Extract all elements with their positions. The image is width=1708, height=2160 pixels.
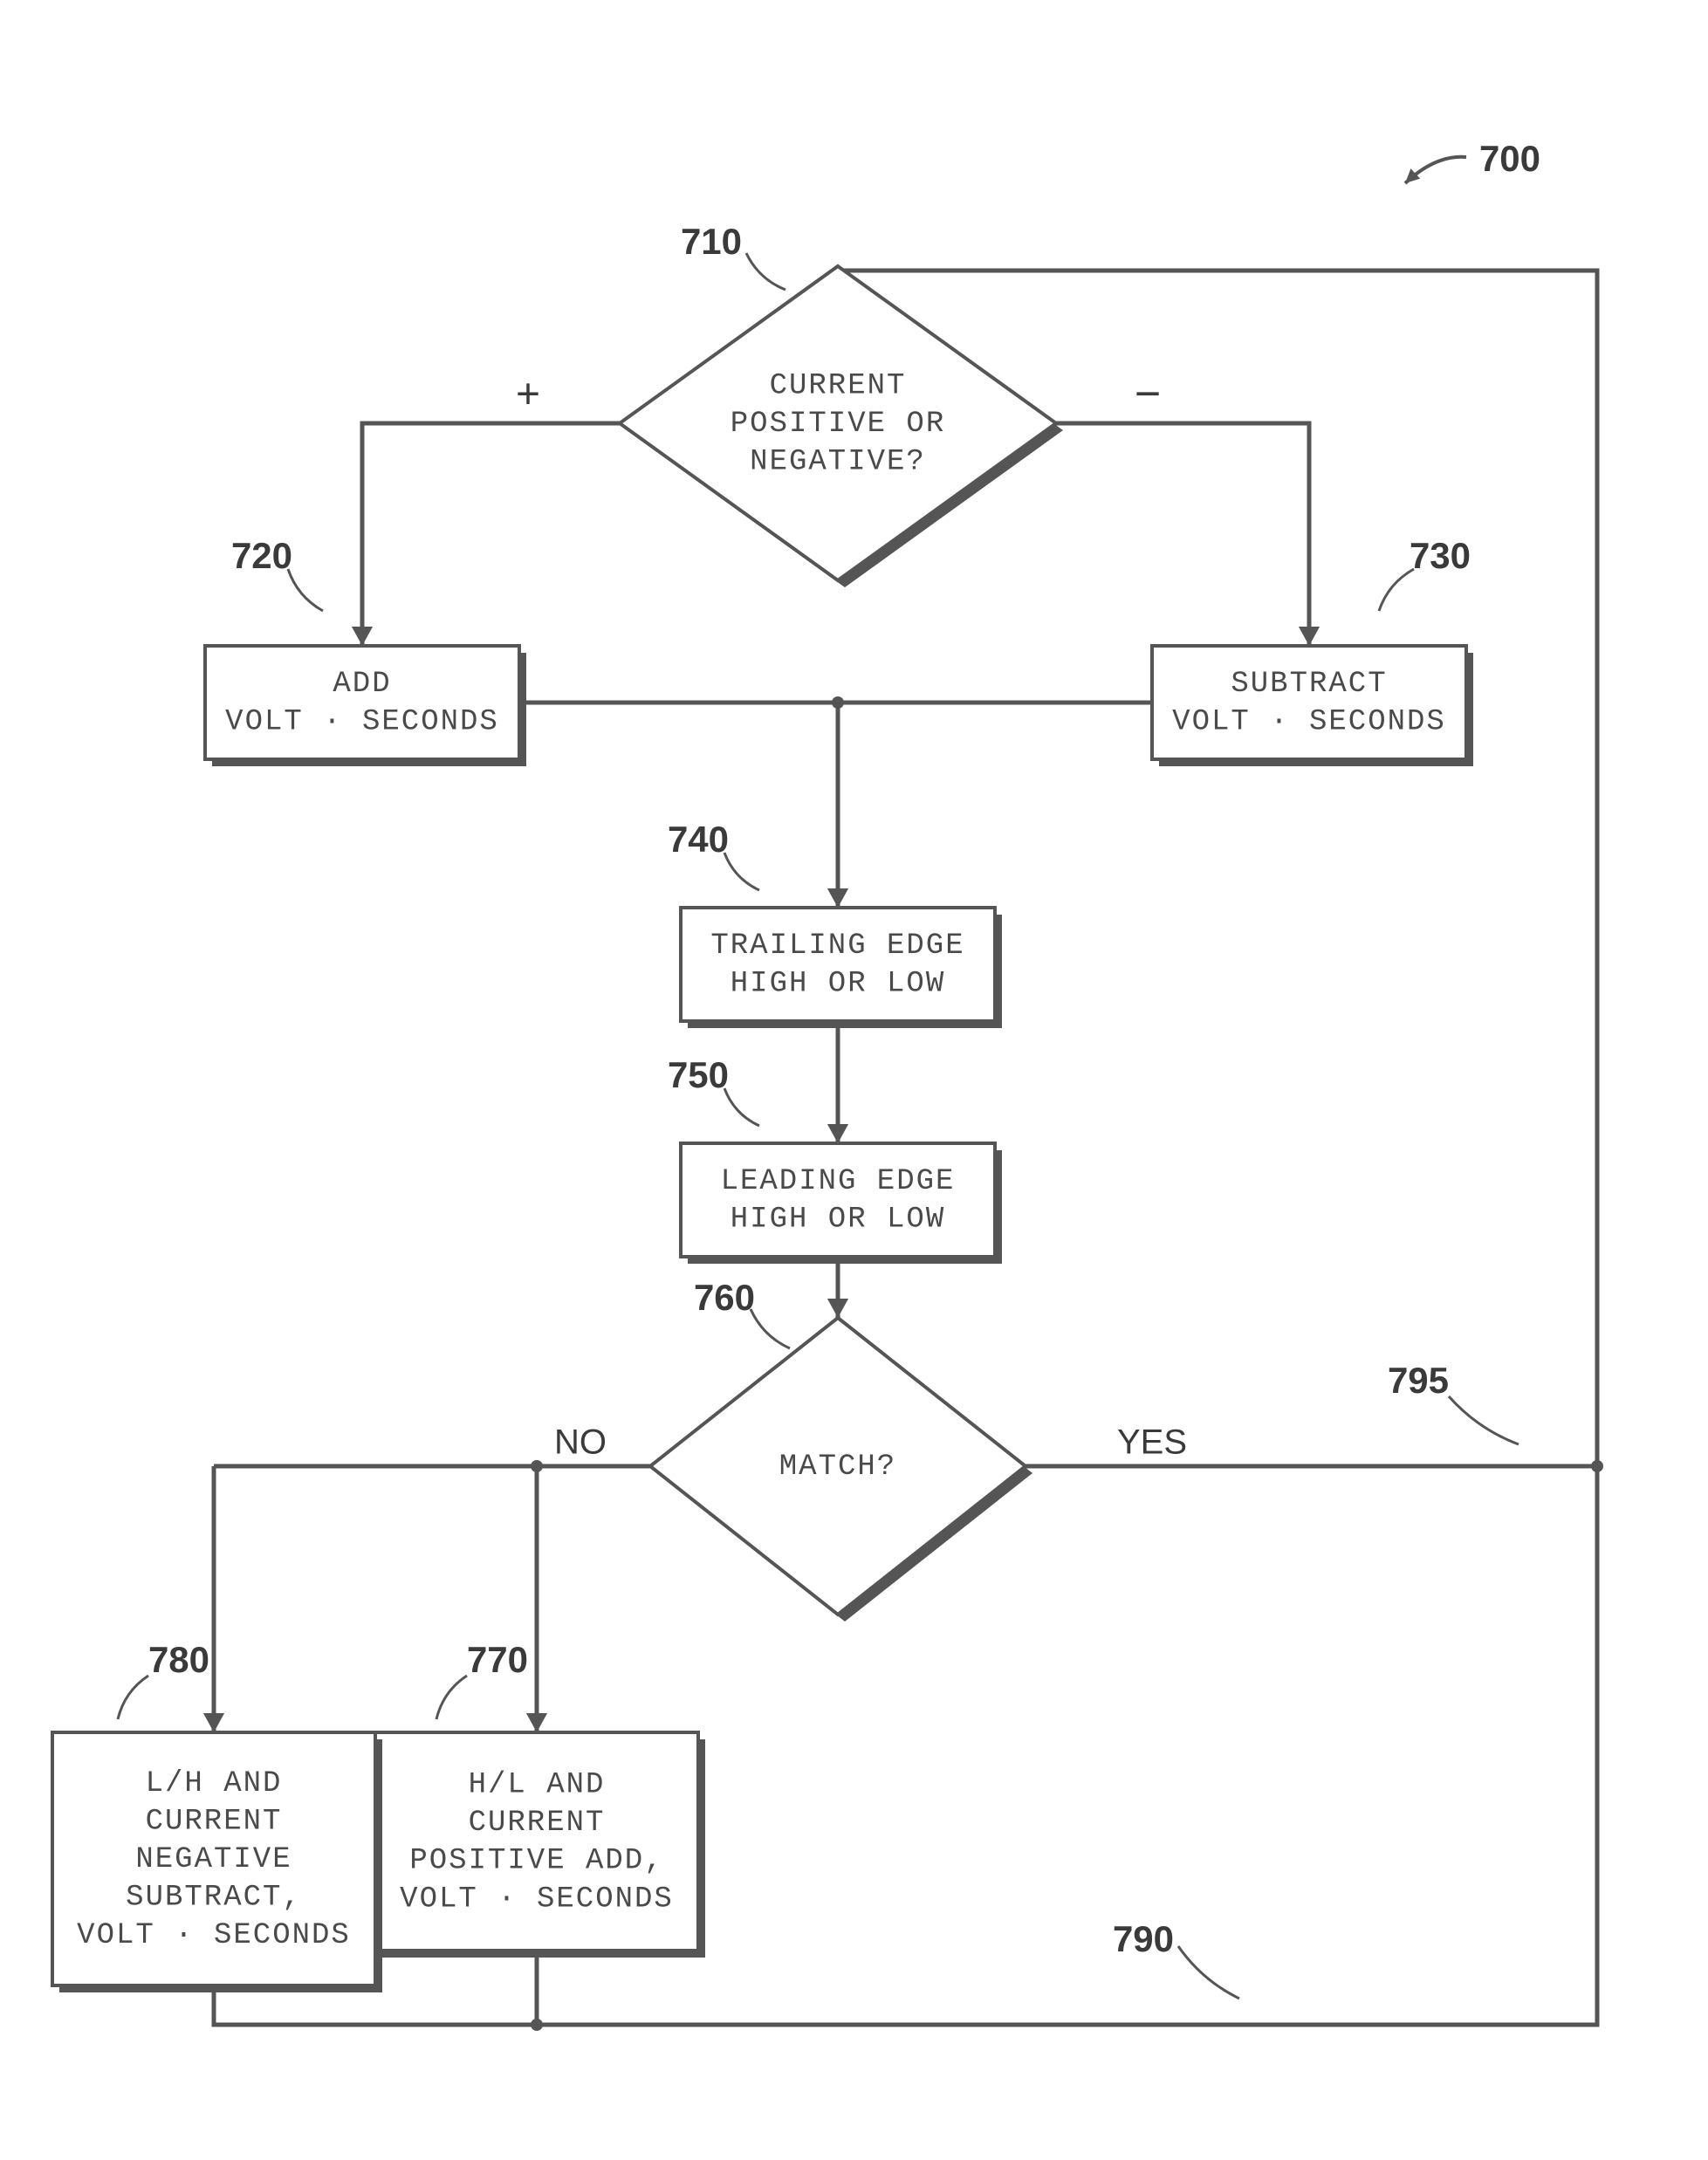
ref-790: 790 [1113, 1918, 1174, 1959]
node-text: TRAILING EDGE [710, 929, 964, 963]
ref-750: 750 [668, 1054, 729, 1095]
leader [118, 1676, 148, 1719]
ref-780: 780 [148, 1639, 209, 1680]
ref-740: 740 [668, 819, 729, 860]
edge-label-yes: YES [1117, 1423, 1187, 1462]
node-text: CURRENT [770, 369, 907, 402]
leader [746, 253, 785, 290]
junction [531, 2019, 543, 2031]
process-730 [1152, 646, 1466, 759]
edge-label-minus: − [1135, 369, 1161, 420]
junction [832, 696, 844, 709]
process-750 [681, 1143, 995, 1257]
leader [751, 1309, 790, 1348]
node-text: H/L AND [469, 1769, 606, 1802]
leader [1178, 1946, 1239, 1999]
leader [724, 853, 759, 890]
ref-795: 795 [1388, 1360, 1449, 1401]
leader [436, 1676, 467, 1719]
node-text: HIGH OR LOW [731, 968, 945, 1001]
process-770 [375, 1732, 698, 1951]
node-text: VOLT · SECONDS [400, 1882, 674, 1916]
junction [531, 1460, 543, 1472]
connector [1056, 423, 1309, 646]
node-text: CURRENT [469, 1807, 606, 1840]
connector [362, 423, 620, 646]
edge-label-no: NO [554, 1423, 607, 1462]
node-text: VOLT · SECONDS [77, 1919, 351, 1952]
node-text: MATCH? [779, 1450, 896, 1484]
node-text: SUBTRACT, [126, 1882, 302, 1915]
leader [724, 1088, 759, 1126]
junction [1591, 1460, 1603, 1472]
node-text: NEGATIVE? [750, 446, 926, 479]
leader [288, 569, 323, 611]
ref-720: 720 [231, 535, 292, 576]
node-text: LEADING EDGE [721, 1165, 956, 1198]
node-text: VOLT · SECONDS [1172, 706, 1446, 739]
node-text: ADD [333, 668, 391, 701]
ref-770: 770 [467, 1639, 528, 1680]
node-text: VOLT · SECONDS [225, 706, 499, 739]
node-text: POSITIVE OR [731, 408, 945, 441]
leader [1449, 1396, 1519, 1444]
ref-730: 730 [1410, 535, 1471, 576]
node-text: L/H AND [146, 1767, 283, 1800]
node-text: NEGATIVE [135, 1843, 292, 1876]
process-740 [681, 908, 995, 1021]
node-text: POSITIVE ADD, [409, 1845, 663, 1878]
process-720 [205, 646, 519, 759]
node-text: HIGH OR LOW [731, 1203, 945, 1237]
node-text: SUBTRACT [1231, 668, 1387, 701]
ref-710: 710 [681, 221, 742, 262]
ref-700: 700 [1479, 138, 1540, 179]
node-text: CURRENT [146, 1805, 283, 1838]
ref-760: 760 [694, 1277, 755, 1318]
edge-label-plus: + [516, 372, 540, 418]
